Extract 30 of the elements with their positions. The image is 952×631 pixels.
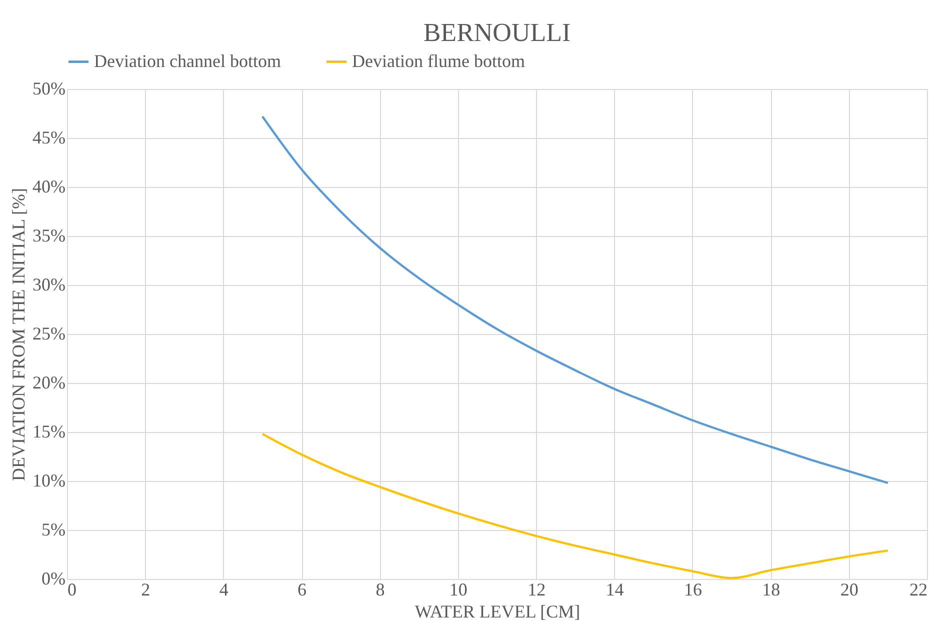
chart-title: BERNOULLI	[423, 18, 571, 47]
x-tick-label: 20	[840, 580, 858, 600]
x-tick-label: 14	[606, 580, 624, 600]
legend-label: Deviation flume bottom	[352, 50, 525, 71]
y-tick-label: 25%	[32, 324, 66, 344]
x-tick-label: 10	[449, 580, 468, 600]
y-tick-label: 35%	[32, 226, 66, 246]
y-tick-label: 15%	[32, 422, 66, 442]
x-tick-label: 12	[528, 580, 546, 600]
y-tick-label: 20%	[32, 372, 66, 392]
y-tick-label: 10%	[32, 470, 66, 490]
y-tick-label: 0%	[42, 568, 66, 588]
x-tick-label: 22	[910, 580, 928, 600]
y-axis-title: DEVIATION FROM THE INITIAL [%]	[8, 188, 29, 481]
x-tick-label: 0	[68, 580, 76, 600]
y-tick-label: 45%	[32, 128, 66, 148]
x-tick-label: 6	[298, 580, 307, 600]
x-tick-label: 16	[684, 580, 702, 600]
y-tick-label: 30%	[32, 274, 66, 294]
x-axis-title: WATER LEVEL [CM]	[414, 602, 580, 622]
x-tick-label: 18	[762, 580, 780, 600]
y-tick-label: 5%	[42, 520, 66, 540]
x-tick-label: 4	[219, 580, 228, 600]
legend-label: Deviation channel bottom	[94, 50, 281, 71]
y-tick-label: 40%	[32, 176, 66, 196]
x-tick-label: 8	[376, 580, 385, 600]
line-series	[261, 115, 890, 484]
y-tick-label: 50%	[32, 78, 66, 98]
line-series	[261, 432, 890, 580]
x-tick-label: 2	[141, 580, 150, 600]
